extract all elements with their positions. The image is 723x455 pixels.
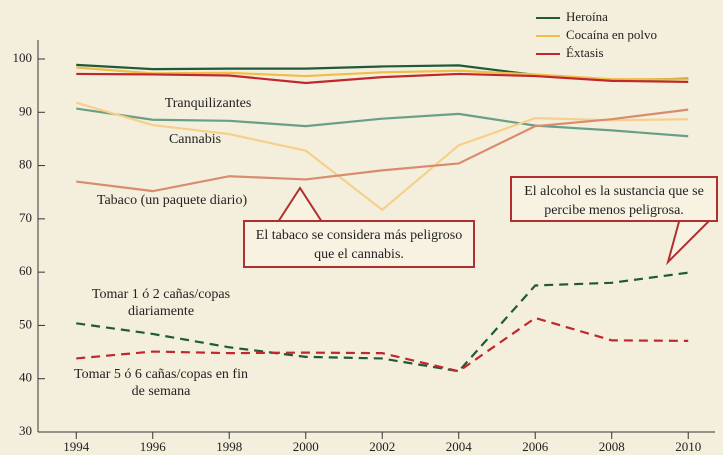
legend-label: Heroína [566,9,608,24]
y-tick-label: 30 [19,423,32,438]
series-label: Tomar 5 ó 6 cañas/copas en fin de semana [74,367,248,399]
y-tick-label: 60 [19,263,32,278]
series-line [76,66,689,81]
callout-pointer [666,217,715,266]
x-tick-label: 2000 [293,439,319,454]
x-tick-label: 1996 [140,439,167,454]
series-label: Tomar 1 ó 2 cañas/copas diariamente [91,287,231,319]
callout-pointer [276,186,324,223]
y-tick-label: 50 [19,316,32,331]
x-tick-label: 2008 [599,439,625,454]
series-line [76,107,689,138]
series-label: Cannabis [168,132,222,147]
series-line [76,271,689,373]
y-tick-label: 100 [13,50,33,65]
callout: El alcohol es la sustancia que se percib… [510,176,718,222]
series-label: Tabaco (un paquete diario) [96,193,248,208]
series-line [76,72,689,85]
series-label: Tranquilizantes [164,96,252,111]
y-tick-label: 80 [19,157,32,172]
series-line [76,316,689,373]
callout: El tabaco se considera más peligroso que… [243,220,475,268]
legend-label: Cocaína en polvo [566,27,657,42]
x-tick-label: 1994 [63,439,90,454]
x-tick-label: 2006 [522,439,549,454]
x-tick-label: 2002 [369,439,395,454]
y-tick-label: 40 [19,370,32,385]
y-tick-label: 90 [19,103,32,118]
x-tick-label: 1998 [216,439,242,454]
legend-label: Éxtasis [566,45,604,60]
x-tick-label: 2010 [675,439,701,454]
series-line [76,108,689,193]
x-tick-label: 2004 [446,439,473,454]
y-tick-label: 70 [19,210,32,225]
series-line [75,101,689,212]
